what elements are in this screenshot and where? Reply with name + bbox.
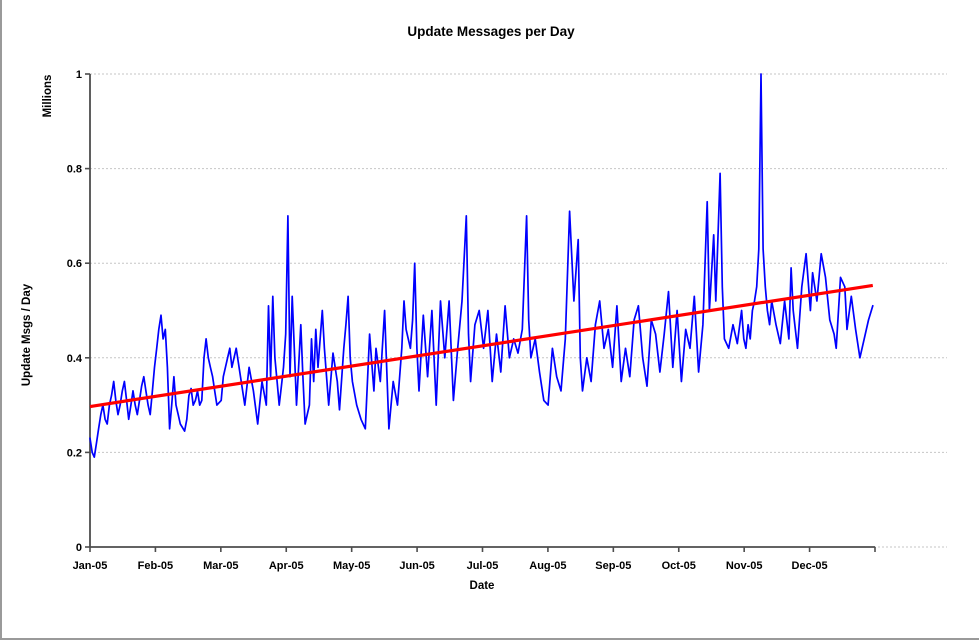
- x-tick-label: Jun-05: [399, 560, 434, 572]
- x-tick-label: Oct-05: [662, 560, 696, 572]
- y-tick-label: 0.2: [67, 447, 82, 459]
- x-axis-title: Date: [470, 580, 495, 592]
- y-axis-tick-labels: 0 0.2 0.4 0.6 0.8 1: [67, 69, 83, 554]
- y-axis-units-label: Millions: [42, 75, 54, 118]
- x-tick-label: Jul-05: [467, 560, 499, 572]
- chart-title: Update Messages per Day: [407, 24, 575, 39]
- daily-series-line: [89, 73, 874, 458]
- x-tick-label: Jan-05: [73, 560, 108, 572]
- x-tick-label: Apr-05: [269, 560, 304, 572]
- y-tick-label: 0.4: [67, 353, 83, 365]
- axes: [85, 73, 876, 552]
- x-tick-label: Dec-05: [792, 560, 828, 572]
- gridlines: [90, 73, 947, 548]
- x-tick-label: Mar-05: [203, 560, 238, 572]
- x-tick-label: Sep-05: [595, 560, 631, 572]
- y-tick-label: 1: [76, 69, 82, 81]
- y-tick-label: 0.8: [67, 164, 82, 176]
- x-tick-label: Aug-05: [529, 560, 566, 572]
- x-axis-tick-labels: Jan-05 Feb-05 Mar-05 Apr-05 May-05 Jun-05 Jul-…: [73, 560, 828, 572]
- x-tick-label: Nov-05: [726, 560, 763, 572]
- x-tick-label: Feb-05: [138, 560, 173, 572]
- x-tick-label: May-05: [333, 560, 370, 572]
- trend-line: [89, 283, 874, 409]
- y-tick-label: 0.6: [67, 258, 82, 270]
- y-tick-label: 0: [76, 542, 82, 554]
- y-axis-title: Update Msgs / Day: [21, 283, 33, 386]
